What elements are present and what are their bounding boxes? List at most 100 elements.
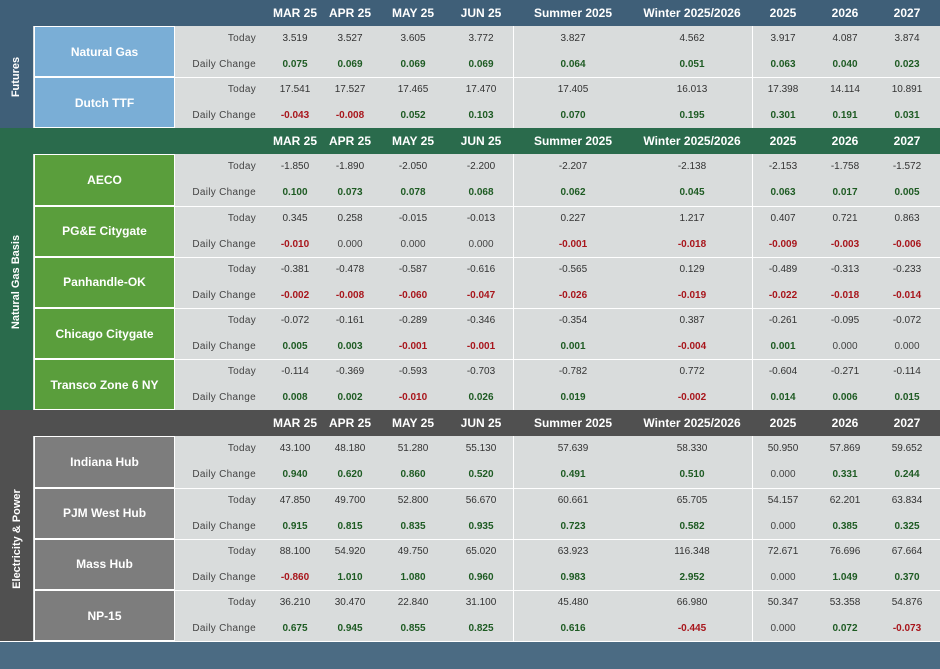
cell-value: 3.917 <box>770 33 796 44</box>
cell-value: -0.003 <box>830 238 860 250</box>
cell-value: 0.072 <box>832 623 858 634</box>
metric-label: Daily Change <box>192 571 256 583</box>
cell-value: 0.078 <box>400 187 426 199</box>
column-separator <box>513 154 514 411</box>
cell-value: -0.271 <box>830 366 860 378</box>
cell-value: 49.750 <box>397 545 429 557</box>
cell-value: 52.800 <box>397 494 429 506</box>
cell-value: 0.855 <box>400 623 426 634</box>
metric-label: Daily Change <box>192 289 256 301</box>
cell-value: -0.002 <box>677 392 707 404</box>
column-header: Summer 2025 <box>533 416 613 431</box>
row-separator <box>175 77 940 79</box>
cell-value: 0.000 <box>770 623 796 634</box>
metric-label: Today <box>227 212 256 224</box>
row-separator <box>175 308 940 309</box>
cell-value: 0.860 <box>400 469 426 481</box>
row-separator <box>175 538 940 540</box>
metric-label: Today <box>227 263 256 275</box>
cell-value: 16.013 <box>676 84 708 96</box>
section-label: Electricity & Power <box>0 436 33 642</box>
section-header-bar <box>0 0 940 26</box>
row-label: PG&E Citygate <box>34 205 175 257</box>
metric-label: Daily Change <box>192 238 256 250</box>
cell-value: 54.876 <box>891 597 923 608</box>
cell-value: 48.180 <box>334 443 366 455</box>
column-header: 2026 <box>831 6 859 20</box>
cell-value: -2.153 <box>768 161 798 173</box>
cell-value: 1.080 <box>400 571 426 583</box>
cell-value: 0.983 <box>560 571 586 583</box>
cell-value: 0.772 <box>679 366 705 378</box>
metric-label: Today <box>227 443 256 455</box>
cell-value: 0.005 <box>894 187 920 199</box>
cell-value: 2.952 <box>679 571 705 583</box>
cell-value: -0.072 <box>892 315 922 326</box>
metric-label: Today <box>227 545 256 557</box>
cell-value: -2.207 <box>558 161 588 173</box>
cell-value: 0.031 <box>894 110 920 122</box>
cell-value: 57.639 <box>557 443 589 455</box>
cell-value: -0.001 <box>398 341 428 352</box>
cell-value: 0.825 <box>468 623 494 634</box>
metric-label: Daily Change <box>192 341 256 352</box>
cell-value: 3.527 <box>337 33 363 44</box>
cell-value: 63.923 <box>557 545 589 557</box>
cell-value: -0.018 <box>830 289 860 301</box>
cell-value: 59.652 <box>891 443 923 455</box>
cell-value: 0.721 <box>832 212 858 224</box>
column-header: MAY 25 <box>391 6 435 20</box>
column-separator <box>513 26 514 129</box>
column-header: 2026 <box>831 134 859 149</box>
cell-value: 0.407 <box>770 212 796 224</box>
column-header: MAY 25 <box>391 416 435 431</box>
cell-value: -0.018 <box>677 238 707 250</box>
cell-value: 50.347 <box>767 597 799 608</box>
cell-value: 3.772 <box>468 33 494 44</box>
column-separator <box>752 154 753 411</box>
cell-value: 0.023 <box>894 59 920 70</box>
cell-value: 0.069 <box>400 59 426 70</box>
cell-value: 4.087 <box>832 33 858 44</box>
cell-value: 17.527 <box>334 84 366 96</box>
cell-value: -0.004 <box>677 341 707 352</box>
column-header: 2027 <box>893 416 921 431</box>
cell-value: 51.280 <box>397 443 429 455</box>
cell-value: -0.565 <box>558 263 588 275</box>
cell-value: 0.675 <box>282 623 308 634</box>
column-header: JUN 25 <box>460 6 502 20</box>
cell-value: -0.001 <box>466 341 496 352</box>
cell-value: -2.050 <box>398 161 428 173</box>
cell-value: 17.470 <box>465 84 497 96</box>
cell-value: 22.840 <box>397 597 429 608</box>
cell-value: 0.000 <box>894 341 920 352</box>
cell-value: 0.075 <box>282 59 308 70</box>
cell-value: 0.915 <box>282 520 308 532</box>
cell-value: -0.289 <box>398 315 428 326</box>
column-header: JUN 25 <box>460 416 502 431</box>
cell-value: 0.491 <box>560 469 586 481</box>
row-label: Mass Hub <box>34 538 175 590</box>
cell-value: 0.045 <box>679 187 705 199</box>
cell-value: -1.758 <box>830 161 860 173</box>
column-header: 2025 <box>769 134 797 149</box>
cell-value: 0.069 <box>468 59 494 70</box>
row-label: AECO <box>34 154 175 206</box>
cell-value: 0.008 <box>282 392 308 404</box>
column-header: MAR 25 <box>272 134 317 149</box>
cell-value: 65.705 <box>676 494 708 506</box>
cell-value: 49.700 <box>334 494 366 506</box>
column-separator <box>752 26 753 129</box>
metric-label: Today <box>227 161 256 173</box>
cell-value: 0.258 <box>337 212 363 224</box>
metric-label: Daily Change <box>192 520 256 532</box>
cell-value: 0.835 <box>400 520 426 532</box>
column-header: 2027 <box>893 6 921 20</box>
metric-label: Today <box>227 84 256 96</box>
cell-value: -0.604 <box>768 366 798 378</box>
cell-value: 17.465 <box>397 84 429 96</box>
section-label-text: Futures <box>10 57 23 98</box>
cell-value: -2.138 <box>677 161 707 173</box>
cell-value: 0.064 <box>560 59 586 70</box>
row-label: Panhandle-OK <box>34 256 175 308</box>
